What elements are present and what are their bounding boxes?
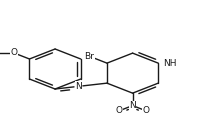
Text: Br: Br [84, 52, 94, 61]
Text: NH: NH [163, 59, 177, 68]
Text: O: O [116, 106, 123, 115]
Text: N: N [129, 101, 136, 110]
Text: O: O [142, 106, 149, 115]
Text: O: O [10, 48, 17, 57]
Text: N: N [75, 82, 82, 91]
